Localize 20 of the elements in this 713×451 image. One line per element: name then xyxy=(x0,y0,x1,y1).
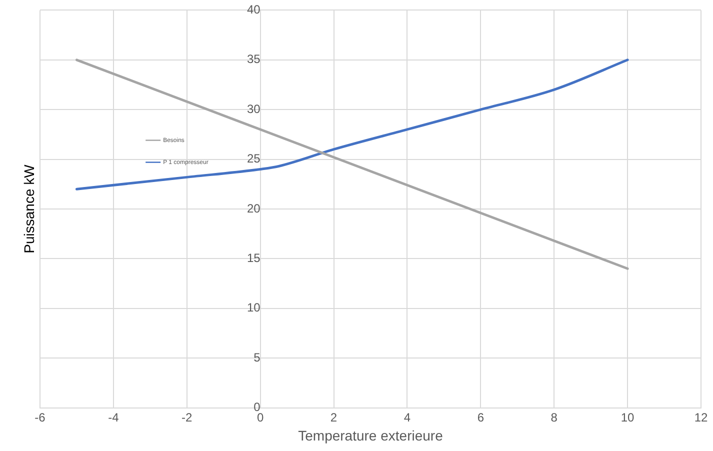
y-tick-label: 35 xyxy=(246,52,261,66)
y-axis-title: Puissance kW xyxy=(20,164,37,254)
x-tick-label: 8 xyxy=(550,410,558,424)
y-tick-label: 25 xyxy=(246,152,261,166)
x-tick-label: 6 xyxy=(477,410,484,424)
y-tick-label: 10 xyxy=(246,300,261,315)
x-axis-title: Temperature exterieure xyxy=(298,427,444,444)
y-tick-label: 20 xyxy=(246,201,261,216)
x-tick-label: 12 xyxy=(694,410,708,424)
y-tick-label: 30 xyxy=(246,102,261,116)
x-tick-label: 4 xyxy=(404,410,411,424)
x-tick-label: -6 xyxy=(34,410,46,424)
x-tick-label: -4 xyxy=(108,410,120,424)
x-tick-label: -2 xyxy=(182,410,193,424)
y-tick-label: 40 xyxy=(246,2,261,17)
x-tick-label: 10 xyxy=(620,410,635,424)
y-tick-label: 0 xyxy=(254,400,261,414)
y-tick-label: 15 xyxy=(246,251,261,266)
y-tick-label: 5 xyxy=(254,350,261,364)
x-tick-label: 2 xyxy=(330,410,338,424)
